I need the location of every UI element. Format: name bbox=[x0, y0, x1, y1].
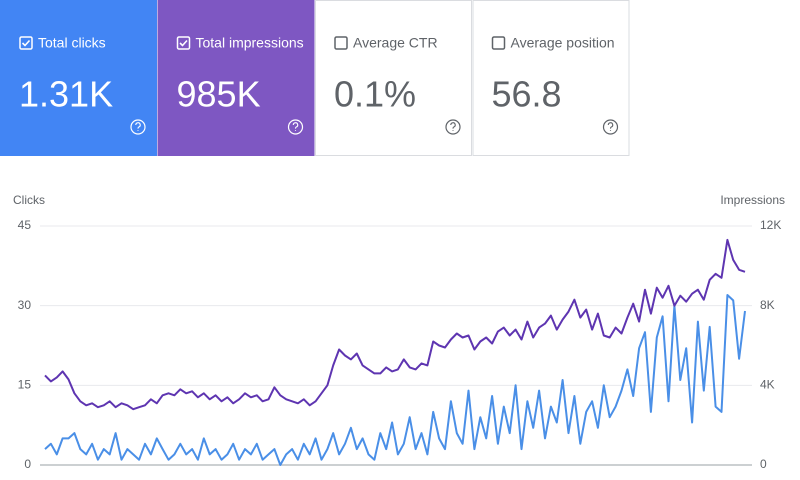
help-icon-glyph bbox=[607, 122, 614, 131]
help-icon-glyph bbox=[135, 122, 141, 131]
y2-tick-label: 4K bbox=[760, 378, 775, 392]
help-icon bbox=[602, 119, 619, 135]
card-value: 0.1% bbox=[334, 74, 416, 115]
card-value: 985K bbox=[177, 74, 261, 115]
help-icon bbox=[287, 119, 304, 135]
y-axis-title: Clicks bbox=[13, 193, 45, 207]
checkbox bbox=[176, 36, 191, 50]
card-label: Total impressions bbox=[196, 35, 304, 51]
help-icon-glyph bbox=[292, 122, 299, 131]
metric-card[interactable]: Total impressions 985K bbox=[157, 0, 315, 156]
checkbox bbox=[19, 36, 33, 50]
metric-card[interactable]: Average CTR 0.1% bbox=[315, 0, 472, 156]
y-tick-label: 30 bbox=[18, 298, 32, 312]
card-value: 56.8 bbox=[492, 74, 562, 115]
y2-tick-label: 8K bbox=[760, 298, 775, 312]
checkbox bbox=[491, 36, 506, 50]
card-background bbox=[315, 0, 472, 156]
card-background bbox=[0, 0, 157, 156]
y2-tick-label: 0 bbox=[760, 457, 767, 471]
checkmark bbox=[21, 39, 31, 47]
y2-axis-title: Impressions bbox=[720, 193, 785, 207]
card-label: Average CTR bbox=[353, 35, 438, 51]
checkbox bbox=[334, 36, 348, 50]
card-label: Average position bbox=[511, 35, 615, 51]
help-icon-glyph bbox=[450, 122, 456, 131]
y2-tick-label: 12K bbox=[760, 218, 781, 232]
card-background bbox=[472, 0, 630, 156]
series-line bbox=[44, 238, 746, 411]
y-tick-label: 45 bbox=[18, 218, 32, 232]
card-value: 1.31K bbox=[19, 74, 113, 115]
y-tick-label: 15 bbox=[18, 378, 32, 392]
help-icon bbox=[130, 119, 146, 135]
help-icon bbox=[445, 119, 461, 135]
card-background bbox=[157, 0, 315, 156]
y-tick-label: 0 bbox=[24, 457, 31, 471]
checkmark bbox=[179, 39, 188, 47]
card-label: Total clicks bbox=[38, 35, 106, 51]
series-line bbox=[44, 294, 746, 466]
metric-card[interactable]: Average position 56.8 bbox=[472, 0, 630, 156]
metric-card[interactable]: Total clicks 1.31K bbox=[0, 0, 157, 156]
